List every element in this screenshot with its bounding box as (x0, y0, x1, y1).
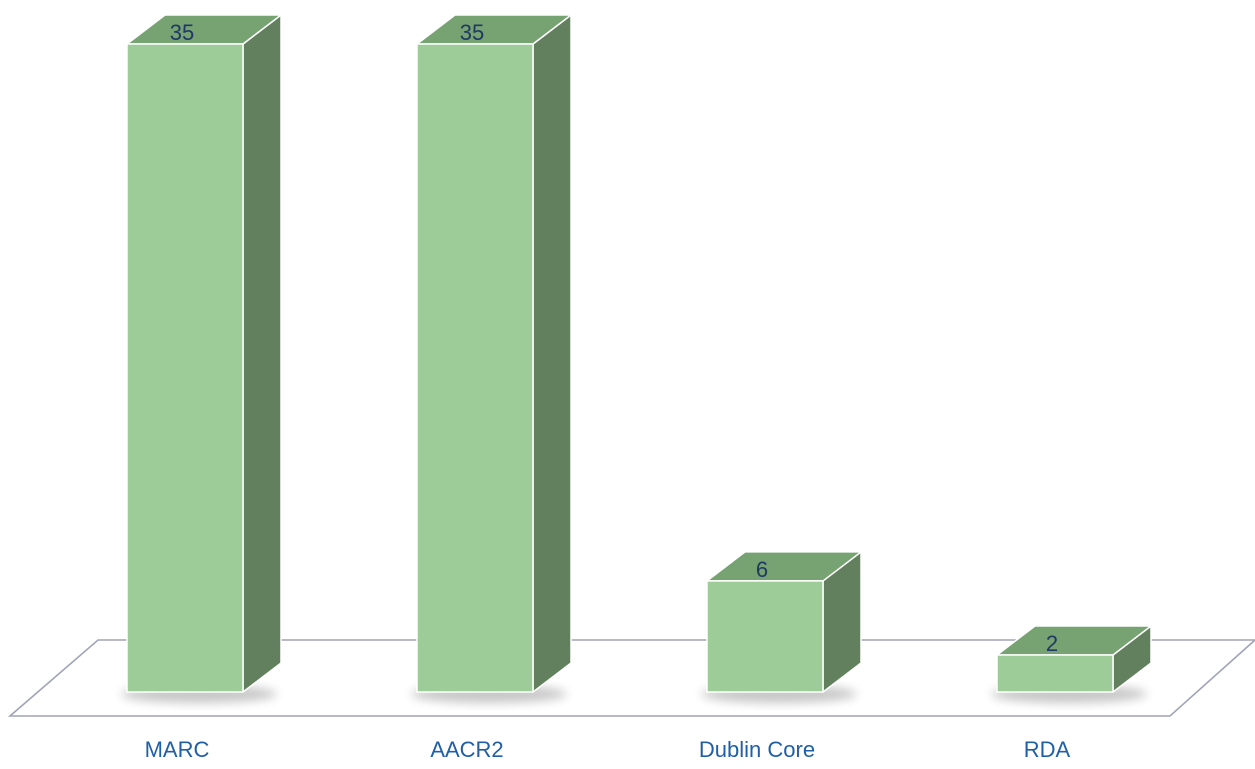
bar-rda (996, 654, 1114, 693)
data-label: 2 (1046, 631, 1058, 656)
floor-outline (7, 639, 1255, 717)
bar-marc (126, 43, 244, 693)
bar-side-aacr2 (532, 14, 572, 693)
bar-aacr2 (416, 43, 534, 693)
chart-labels: 35 MARC 35 AACR2 6 Dublin Core 2 RDA (145, 20, 1071, 762)
data-label: 6 (756, 557, 768, 582)
chart-floor (7, 639, 1255, 717)
data-label: 35 (170, 20, 194, 45)
x-tick-label: Dublin Core (699, 737, 815, 762)
chart-bars (121, 14, 1152, 703)
data-label: 35 (460, 20, 484, 45)
x-tick-label: AACR2 (430, 737, 503, 762)
bar-dublin-core (706, 580, 824, 693)
bar-side-marc (242, 14, 282, 693)
x-tick-label: RDA (1024, 737, 1071, 762)
x-tick-label: MARC (145, 737, 210, 762)
